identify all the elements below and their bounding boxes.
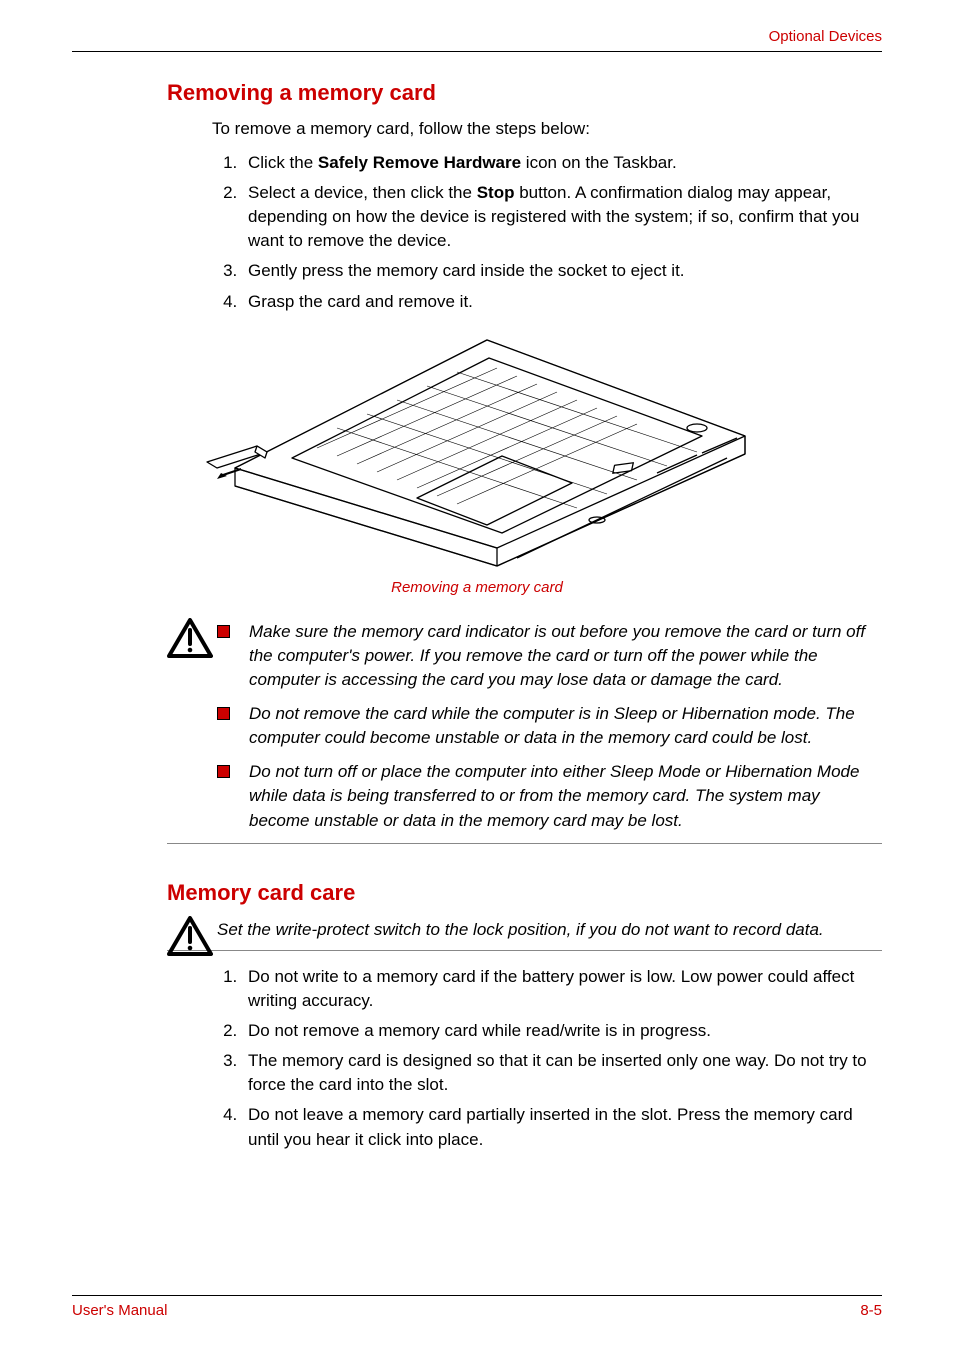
care-step-item: Do not write to a memory card if the bat… xyxy=(242,965,882,1013)
care-steps-list: Do not write to a memory card if the bat… xyxy=(212,965,882,1152)
caution-bullet-list: Make sure the memory card indicator is o… xyxy=(217,620,882,833)
step-text-bold: Stop xyxy=(477,183,515,202)
bullet-square-icon xyxy=(217,707,230,720)
caution-block-2: Set the write-protect switch to the lock… xyxy=(167,918,882,942)
care-step-item: Do not leave a memory card partially ins… xyxy=(242,1103,882,1151)
caution-bullet-item: Do not turn off or place the computer in… xyxy=(217,760,882,832)
section-title-care: Memory card care xyxy=(167,880,882,906)
section-title-removing: Removing a memory card xyxy=(167,80,882,106)
figure-caption: Removing a memory card xyxy=(72,579,882,596)
bullet-text: Make sure the memory card indicator is o… xyxy=(249,622,865,689)
bullet-text: Do not turn off or place the computer in… xyxy=(249,762,859,829)
removal-steps-list: Click the Safely Remove Hardware icon on… xyxy=(212,151,882,314)
footer-left: User's Manual xyxy=(72,1302,167,1319)
caution-separator xyxy=(167,843,882,844)
bullet-square-icon xyxy=(217,765,230,778)
laptop-figure: Removing a memory card xyxy=(72,328,882,596)
step-item: Select a device, then click the Stop but… xyxy=(242,181,882,253)
step-text-pre: Grasp the card and remove it. xyxy=(248,292,473,311)
care-step-text: Do not leave a memory card partially ins… xyxy=(248,1105,853,1148)
caution-bullet-item: Make sure the memory card indicator is o… xyxy=(217,620,882,692)
care-step-text: Do not remove a memory card while read/w… xyxy=(248,1021,711,1040)
page-footer: User's Manual 8-5 xyxy=(72,1295,882,1319)
care-step-text: The memory card is designed so that it c… xyxy=(248,1051,867,1094)
warning-triangle-icon xyxy=(167,916,213,956)
caution-block-1: Make sure the memory card indicator is o… xyxy=(167,620,882,833)
step-item: Click the Safely Remove Hardware icon on… xyxy=(242,151,882,175)
step-item: Grasp the card and remove it. xyxy=(242,290,882,314)
footer-rule xyxy=(72,1295,882,1296)
laptop-illustration xyxy=(197,328,757,568)
step-text-pre: Click the xyxy=(248,153,318,172)
footer-page-number: 8-5 xyxy=(860,1302,882,1319)
care-step-item: Do not remove a memory card while read/w… xyxy=(242,1019,882,1043)
step-item: Gently press the memory card inside the … xyxy=(242,259,882,283)
caution-text: Set the write-protect switch to the lock… xyxy=(217,918,882,942)
intro-text: To remove a memory card, follow the step… xyxy=(212,118,882,141)
caution-separator xyxy=(167,950,882,951)
header-rule xyxy=(72,51,882,52)
bullet-square-icon xyxy=(217,625,230,638)
step-text-pre: Select a device, then click the xyxy=(248,183,477,202)
bullet-text: Do not remove the card while the compute… xyxy=(249,704,855,747)
step-text-bold: Safely Remove Hardware xyxy=(318,153,521,172)
step-text-pre: Gently press the memory card inside the … xyxy=(248,261,685,280)
care-step-item: The memory card is designed so that it c… xyxy=(242,1049,882,1097)
caution-bullet-item: Do not remove the card while the compute… xyxy=(217,702,882,750)
warning-triangle-icon xyxy=(167,618,213,658)
care-step-text: Do not write to a memory card if the bat… xyxy=(248,967,854,1010)
step-text-post: icon on the Taskbar. xyxy=(521,153,677,172)
page-header-right: Optional Devices xyxy=(72,28,882,45)
